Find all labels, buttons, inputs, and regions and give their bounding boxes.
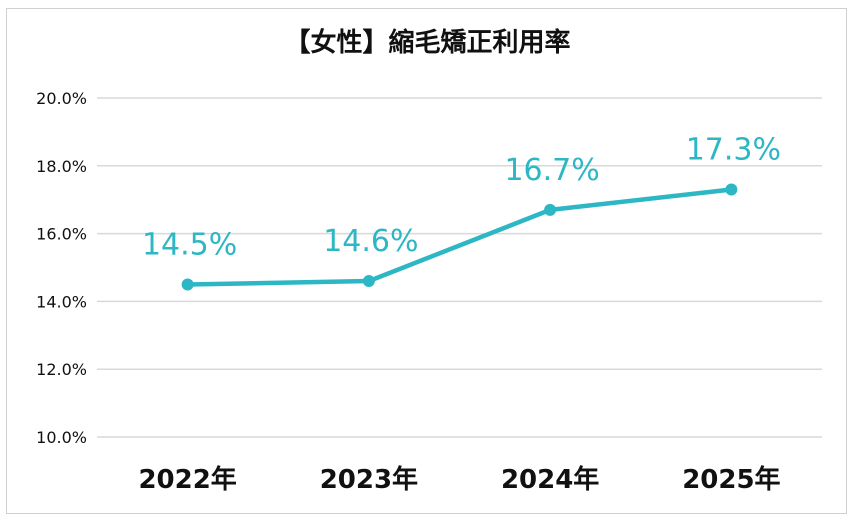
data-point [181, 278, 194, 291]
x-category-label: 2023年 [320, 464, 418, 495]
chart-frame [6, 8, 847, 514]
data-point [725, 183, 738, 196]
series [181, 183, 738, 291]
data-labels: 14.5% 14.6% 16.7% 17.3% [142, 133, 781, 263]
x-category-label: 2025年 [682, 464, 780, 495]
y-tick-label: 14.0% [36, 292, 87, 311]
y-axis-ticks: 10.0% 12.0% 14.0% 16.0% 18.0% 20.0% [36, 89, 87, 447]
data-label: 14.6% [323, 224, 418, 259]
gridlines [97, 97, 822, 438]
data-label: 17.3% [686, 133, 781, 168]
series-line [185, 187, 734, 287]
y-tick-label: 20.0% [36, 89, 87, 108]
x-category-label: 2022年 [138, 464, 236, 495]
y-tick-label: 16.0% [36, 225, 87, 244]
y-tick-label: 12.0% [36, 360, 87, 379]
data-label: 16.7% [504, 153, 599, 188]
y-tick-label: 10.0% [36, 428, 87, 447]
data-point [362, 275, 375, 288]
y-tick-label: 18.0% [36, 157, 87, 176]
chart-title: 【女性】縮毛矯正利用率 [284, 28, 571, 58]
data-point [544, 203, 557, 216]
data-label: 14.5% [142, 227, 237, 262]
x-axis-categories: 2022年 2023年 2024年 2025年 [138, 464, 780, 495]
x-category-label: 2024年 [501, 464, 599, 495]
